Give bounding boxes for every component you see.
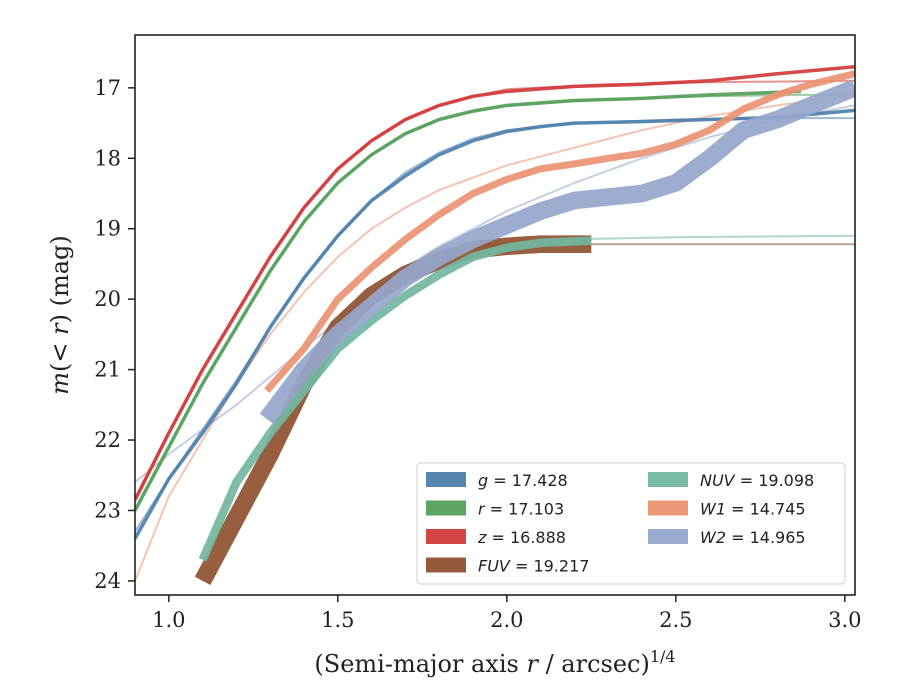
x-tick-label: 2.5	[659, 608, 692, 632]
legend-item-g: g = 17.428	[426, 471, 568, 490]
data-band-W2	[259, 79, 855, 425]
model-line-W2	[135, 104, 855, 484]
data-band-NUV	[198, 236, 592, 562]
legend-label: W1 = 14.745	[700, 500, 806, 519]
x-axis: 1.0 1.5 2.0 2.5 3.0	[152, 595, 862, 632]
legend-label: W2 = 14.965	[700, 528, 806, 547]
legend-swatch	[648, 472, 688, 487]
y-tick-label: 18	[94, 146, 121, 170]
legend-item-W1: W1 = 14.745	[648, 500, 806, 519]
plot-area	[135, 64, 855, 586]
legend-label: NUV = 19.098	[700, 471, 814, 490]
legend-swatch	[426, 529, 466, 544]
legend-item-NUV: NUV = 19.098	[648, 471, 814, 490]
legend-label: z = 16.888	[477, 528, 566, 547]
y-tick-label: 17	[94, 76, 121, 100]
data-band-r	[135, 89, 801, 512]
legend-item-FUV: FUV = 19.217	[426, 557, 589, 576]
legend-label: g = 17.428	[478, 471, 568, 490]
model-line-W1	[135, 93, 855, 582]
x-tick-label: 3.0	[828, 608, 861, 632]
y-tick-label: 21	[94, 358, 121, 382]
legend-item-W2: W2 = 14.965	[648, 528, 806, 547]
legend-swatch	[426, 500, 466, 516]
data-band-g	[135, 108, 855, 540]
legend-label: r = 17.103	[478, 500, 564, 519]
legend-swatch	[426, 472, 466, 487]
y-tick-label: 24	[94, 569, 121, 593]
legend: g = 17.428 r = 17.103 z = 16.888 FUV = 19.2…	[416, 462, 846, 585]
data-band-z	[135, 64, 855, 501]
x-tick-label: 1.0	[152, 608, 185, 632]
data-band-W1	[264, 70, 855, 394]
y-tick-label: 23	[94, 498, 121, 522]
y-tick-label: 22	[94, 428, 121, 452]
legend-item-z: z = 16.888	[426, 528, 566, 547]
y-axis: 17 18 19 20 21 22 23 24	[94, 76, 135, 593]
y-tick-label: 20	[94, 287, 121, 311]
plot-frame	[134, 34, 856, 596]
x-axis-title: (Semi-major axis r / arcsec)1/4	[314, 647, 675, 678]
legend-box	[416, 462, 846, 585]
x-tick-label: 1.5	[321, 608, 354, 632]
x-tick-label: 2.0	[490, 608, 523, 632]
y-axis-title: m(< r) (mag)	[46, 235, 74, 395]
model-line-z	[135, 79, 855, 501]
legend-swatch	[648, 500, 688, 516]
y-tick-label: 19	[94, 217, 121, 241]
legend-label: FUV = 19.217	[478, 557, 589, 576]
legend-swatch	[648, 529, 688, 544]
legend-item-r: r = 17.103	[426, 500, 564, 519]
legend-swatch	[426, 557, 466, 573]
